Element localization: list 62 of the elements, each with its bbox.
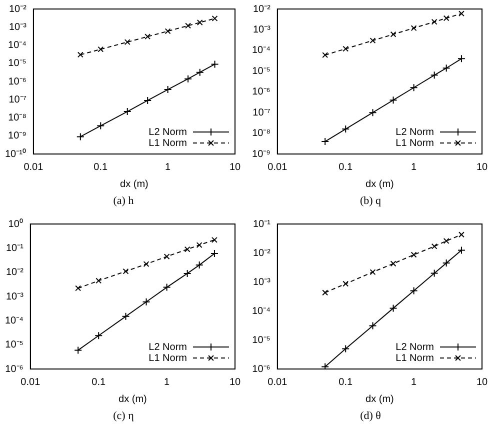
y-tick-label: 10⁻⁹	[252, 148, 270, 160]
y-tick-label: 10⁻⁴	[252, 306, 270, 317]
y-tick-label: 10⁻⁷	[8, 94, 27, 106]
y-tick-label: 10⁻²	[252, 248, 272, 259]
legend-label: L2 Norm	[396, 342, 434, 353]
y-tick-label: 10⁻⁵	[252, 66, 270, 77]
y-tick-label: 10⁻⁴	[5, 315, 24, 326]
legend-label: L2 Norm	[148, 126, 187, 138]
x-tick-label: 1	[165, 162, 172, 173]
text: (d) θ	[359, 410, 382, 422]
x-tick-label: 0.01	[268, 376, 288, 388]
x-axis-title: dx (m)	[118, 394, 147, 405]
y-tick-label: 10⁻⁶	[8, 76, 26, 88]
legend-label: L2 Norm	[148, 342, 187, 353]
y-tick-label: 10⁻²	[9, 4, 28, 15]
y-tick-label: 10⁻⁴	[252, 45, 270, 56]
y-tick-label: 10⁻⁸	[252, 128, 270, 140]
y-tick-label: 10⁻¹	[6, 242, 24, 254]
y-tick-label: 10⁻⁸	[8, 112, 26, 124]
y-tick-label: 10⁻⁹	[8, 130, 26, 142]
y-tick-label: 10⁻⁴	[8, 40, 26, 51]
legend-label: L2 Norm	[396, 126, 434, 138]
y-tick-label: 10⁻²	[252, 4, 272, 15]
x-tick-label: 0.1	[338, 376, 353, 388]
y-tick-label: 10⁰	[8, 218, 24, 230]
x-tick-label: 10	[476, 376, 488, 388]
x-tick-label: 0.1	[94, 162, 108, 173]
x-tick-label: 0.01	[20, 376, 41, 388]
legend-label: L1 Norm	[396, 138, 434, 149]
x-tick-label: 10	[229, 162, 241, 173]
legend-label: L1 Norm	[396, 352, 434, 364]
x-tick-label: 0.01	[268, 162, 288, 173]
x-tick-label: 1	[411, 376, 418, 388]
y-tick-label: 10⁻¹	[252, 218, 272, 230]
y-tick-label: 10⁻⁷	[252, 107, 271, 118]
y-tick-label: 10⁻³	[252, 276, 272, 288]
y-tick-label: 10⁻⁵	[252, 334, 270, 346]
y-tick-label: 10⁻⁶	[252, 86, 270, 98]
text: (c) η	[112, 410, 135, 422]
x-axis-title: dx (m)	[120, 178, 148, 190]
text: (a) h	[112, 195, 135, 207]
x-tick-label: 10	[229, 376, 241, 388]
legend-label: L1 Norm	[148, 352, 187, 364]
x-tick-label: 10	[476, 162, 488, 173]
x-tick-label: 0.01	[24, 162, 44, 173]
y-tick-label: 10⁻³	[6, 291, 24, 302]
x-tick-label: 1	[411, 162, 418, 173]
y-tick-label: 10⁻⁵	[5, 340, 24, 351]
y-tick-label: 10⁻²	[6, 267, 24, 278]
y-tick-label: 10⁻¹⁰	[5, 148, 26, 160]
y-tick-label: 10⁻⁶	[5, 364, 24, 375]
x-tick-label: 0.1	[92, 376, 106, 388]
x-axis-title: dx (m)	[366, 394, 394, 405]
x-tick-label: 0.1	[338, 162, 353, 173]
x-tick-label: 1	[164, 376, 170, 388]
legend-label: L1 Norm	[148, 138, 187, 149]
y-tick-label: 10⁻³	[252, 24, 272, 36]
text: (b) q	[358, 195, 382, 207]
y-tick-label: 10⁻³	[9, 22, 28, 33]
y-tick-label: 10⁻⁶	[252, 364, 270, 375]
y-tick-label: 10⁻⁵	[8, 58, 26, 70]
x-axis-title: dx (m)	[366, 178, 394, 190]
